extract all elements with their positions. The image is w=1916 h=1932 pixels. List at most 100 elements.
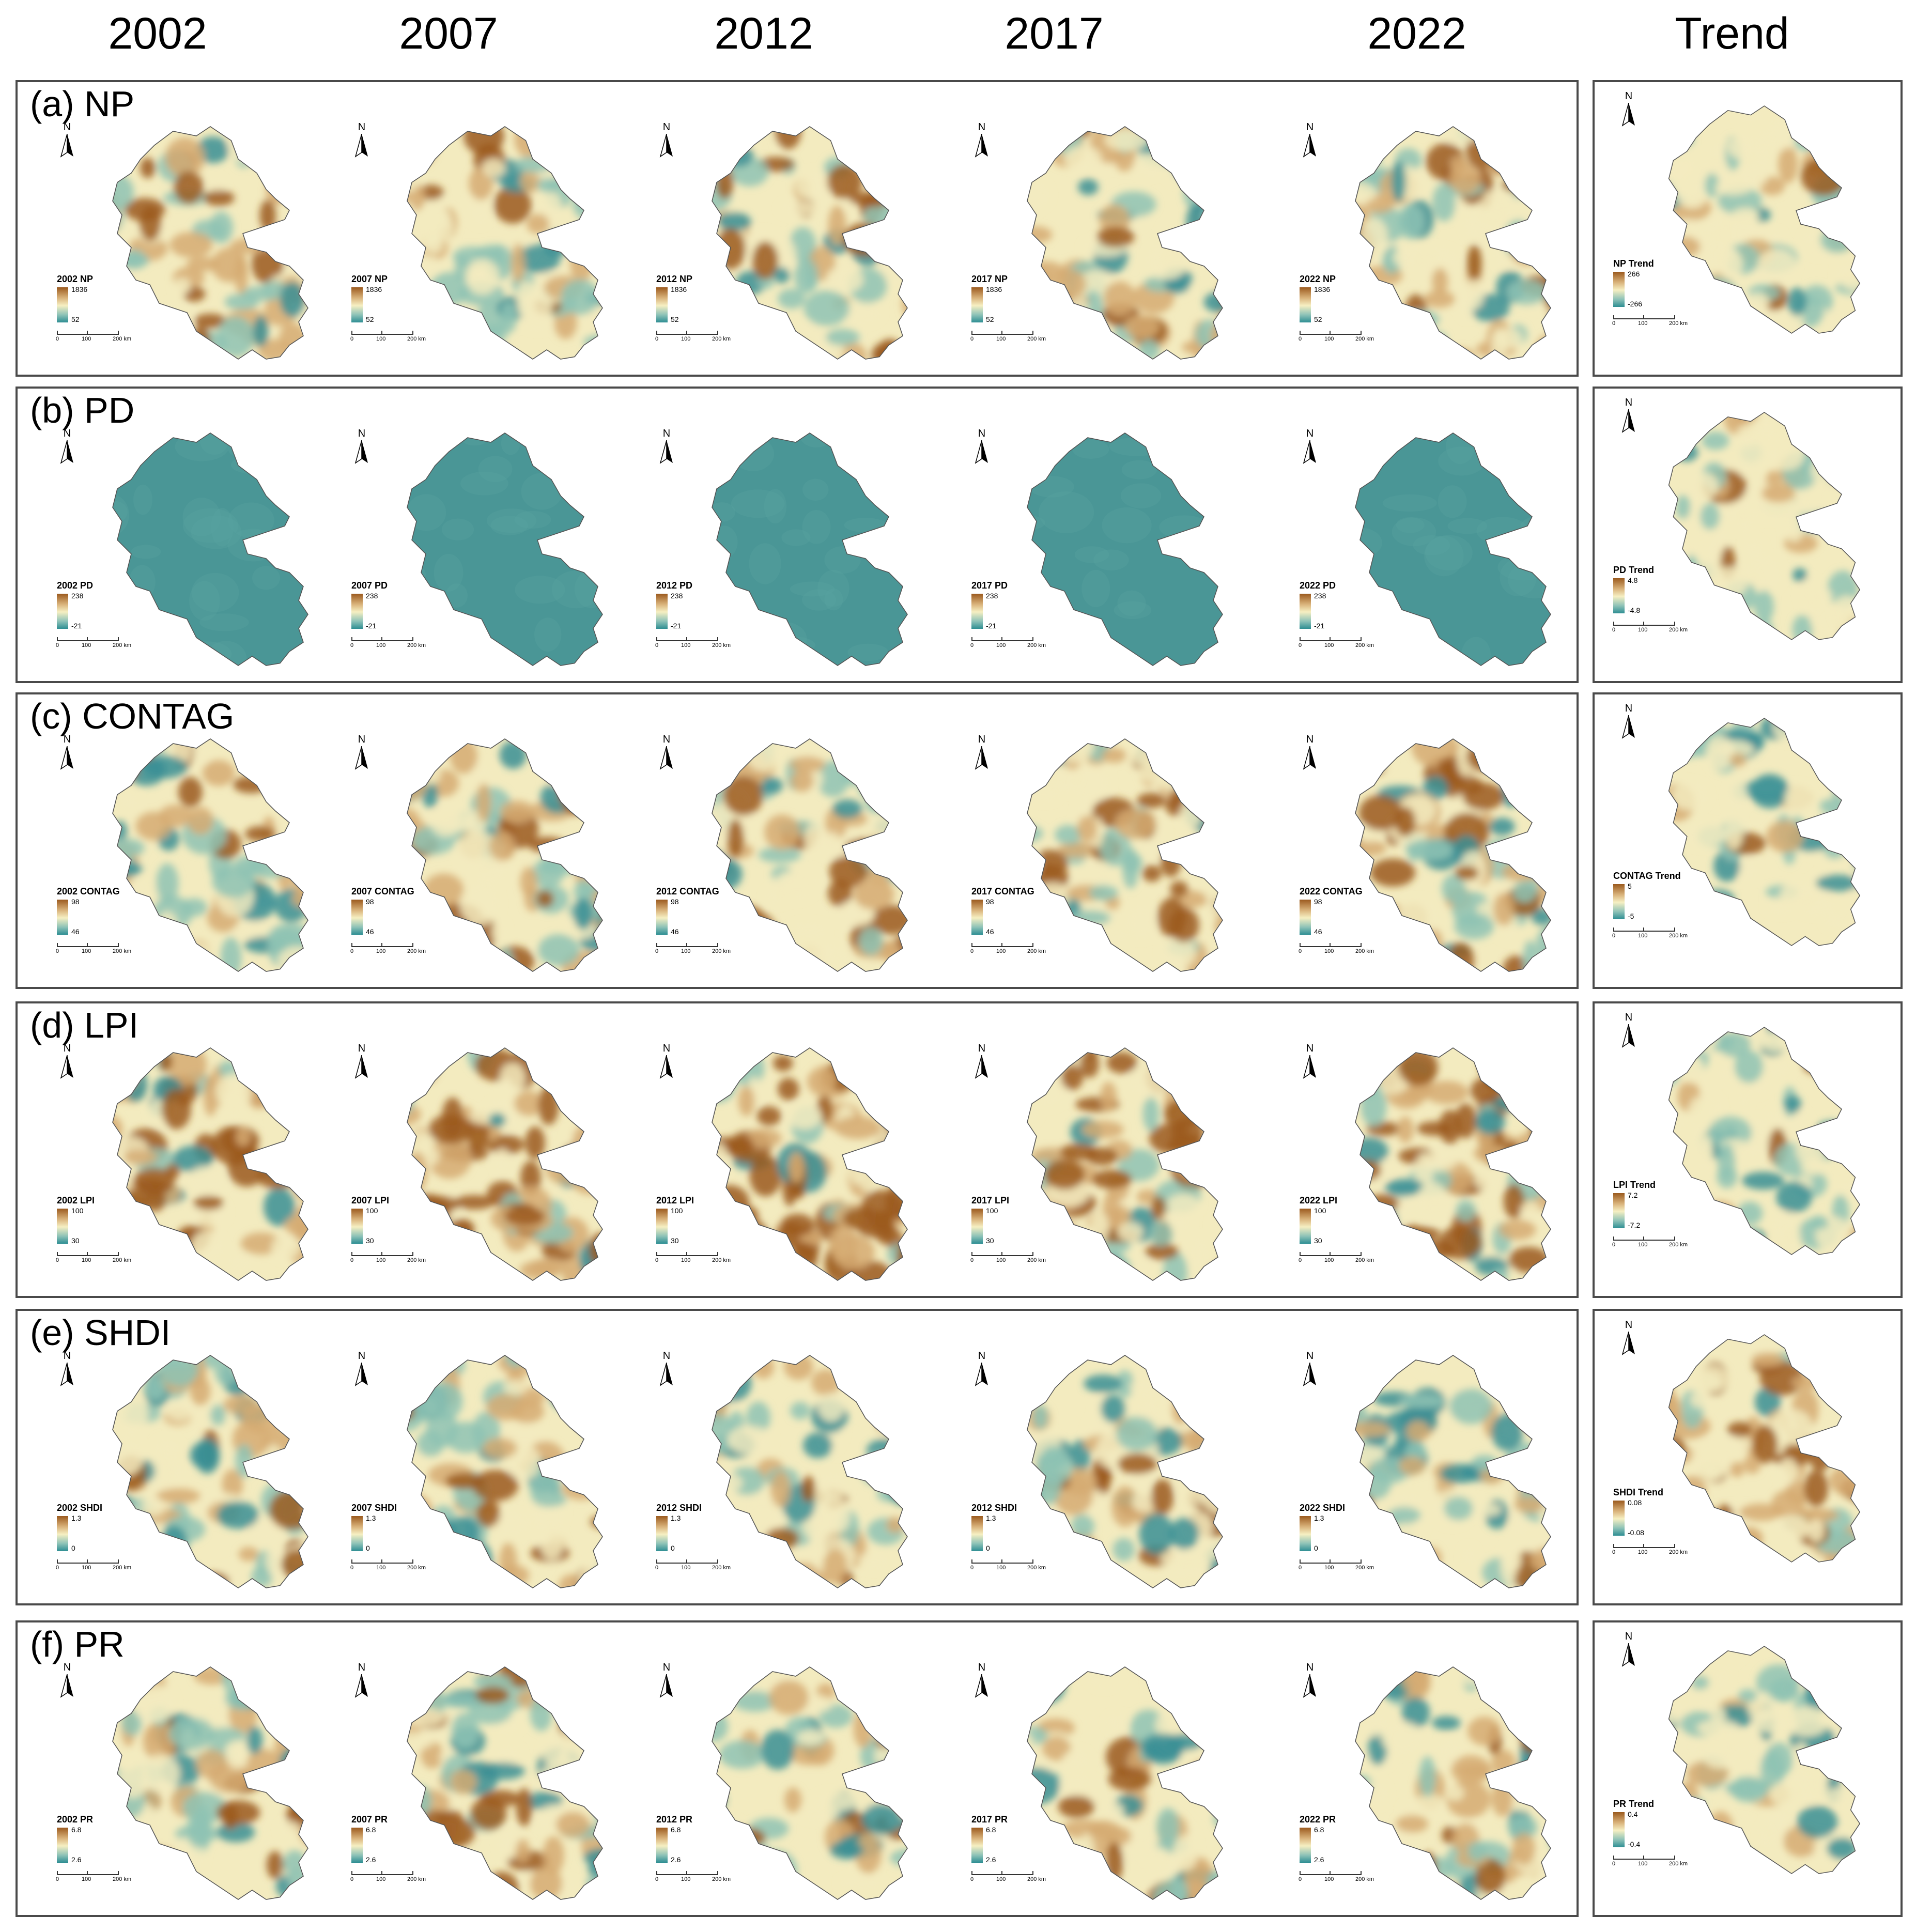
legend-max-value: 1.3	[986, 1514, 996, 1522]
scale-label: 200 km	[407, 642, 426, 648]
scale-label: 200 km	[1355, 1565, 1374, 1571]
scale-label: 0	[350, 1257, 354, 1263]
legend-color-bar	[656, 594, 668, 629]
region-map	[1355, 1355, 1551, 1588]
scale-label: 200 km	[113, 642, 132, 648]
north-label: N	[63, 1350, 71, 1362]
scale-label: 200 km	[113, 1876, 132, 1882]
scale-label: 0	[655, 336, 659, 342]
north-label: N	[1625, 1012, 1633, 1023]
region-map	[112, 1355, 308, 1588]
legend-color-bar	[1300, 900, 1311, 935]
north-label: N	[1306, 121, 1314, 133]
scale-label: 100	[1324, 1257, 1334, 1263]
legend-min-value: 2.6	[671, 1856, 681, 1864]
scale-label: 100	[1324, 1565, 1334, 1571]
legend-title: 2007 NP	[351, 274, 388, 284]
legend-min-value: 46	[986, 928, 994, 936]
region-map	[1355, 1047, 1551, 1281]
region-map	[1668, 1334, 1861, 1563]
region-map	[112, 738, 308, 972]
region-map	[1355, 126, 1551, 360]
legend-color-bar	[1613, 1501, 1625, 1536]
region-map	[407, 1355, 603, 1588]
scale-label: 100	[1324, 642, 1334, 648]
legend-title: 2022 PR	[1300, 1814, 1336, 1825]
legend-max-value: 100	[71, 1207, 84, 1215]
scale-label: 200 km	[1027, 336, 1046, 342]
legend-min-value: 0	[1314, 1544, 1318, 1552]
legend-min-value: -0.08	[1628, 1528, 1644, 1537]
scale-label: 0	[1612, 1242, 1616, 1248]
legend-color-bar	[351, 287, 363, 322]
north-label: N	[63, 121, 71, 133]
legend-color-bar	[656, 1516, 668, 1551]
scale-bar: 0 100 200 km	[655, 331, 731, 342]
legend-color-bar	[656, 287, 668, 322]
scale-label: 200 km	[1027, 642, 1046, 648]
scale-label: 200 km	[712, 1257, 731, 1263]
scale-bar: 0 100 200 km	[350, 1559, 426, 1571]
legend-title: 2007 PD	[351, 580, 388, 591]
scale-bar: 0 100 200 km	[655, 1871, 731, 1882]
legend-min-value: 30	[366, 1237, 374, 1245]
legend-max-value: 238	[366, 592, 378, 600]
scale-bar: 0 100 200 km	[56, 331, 131, 342]
legend-max-value: 98	[366, 898, 374, 906]
scale-label: 0	[970, 1257, 974, 1263]
legend-max-value: 0.4	[1628, 1810, 1638, 1818]
north-label: N	[358, 428, 366, 439]
region-map	[112, 1047, 308, 1281]
scale-label: 200 km	[407, 1876, 426, 1882]
legend-color-bar	[57, 1828, 68, 1863]
region-map	[1355, 432, 1551, 666]
legend-title: LPI Trend	[1613, 1180, 1656, 1190]
region-map	[1668, 1646, 1861, 1874]
region-map	[112, 126, 308, 360]
scale-bar: 0 100 200 km	[1612, 622, 1688, 633]
scale-label: 100	[82, 1876, 91, 1882]
legend-title: 2002 CONTAG	[57, 886, 120, 897]
legend-title: 2002 SHDI	[57, 1503, 103, 1513]
legend-color-bar	[1613, 272, 1625, 307]
north-label: N	[978, 121, 986, 133]
scale-label: 0	[970, 948, 974, 954]
scale-bar: 0 100 200 km	[350, 1252, 426, 1263]
scale-label: 200 km	[712, 1565, 731, 1571]
scale-label: 100	[376, 1257, 386, 1263]
scale-label: 100	[996, 642, 1006, 648]
scale-label: 200 km	[1027, 1565, 1046, 1571]
region-map	[1668, 1027, 1861, 1255]
legend-min-value: -21	[986, 622, 997, 630]
scale-label: 200 km	[712, 948, 731, 954]
scale-bar: 0 100 200 km	[56, 943, 131, 954]
region-map	[1668, 105, 1861, 334]
scale-label: 200 km	[1027, 1257, 1046, 1263]
scale-label: 200 km	[1669, 627, 1688, 633]
scale-label: 0	[970, 336, 974, 342]
scale-label: 100	[376, 1876, 386, 1882]
region-map	[407, 1666, 603, 1900]
legend-max-value: 4.8	[1628, 576, 1638, 584]
scale-label: 0	[970, 1565, 974, 1571]
legend-title: 2022 NP	[1300, 274, 1336, 284]
legend-min-value: 2.6	[986, 1856, 996, 1864]
legend-max-value: 7.2	[1628, 1191, 1638, 1199]
north-label: N	[662, 1662, 671, 1673]
legend-title: 2012 PD	[656, 580, 693, 591]
column-header-2002: 2002	[108, 9, 207, 58]
scale-label: 100	[1638, 1861, 1648, 1867]
legend-color-bar	[57, 1209, 68, 1244]
scale-bar: 0 100 200 km	[56, 637, 131, 648]
scale-bar: 0 100 200 km	[655, 637, 731, 648]
legend-max-value: 0.08	[1628, 1498, 1642, 1507]
legend-title: SHDI Trend	[1613, 1487, 1664, 1497]
north-label: N	[662, 121, 671, 133]
column-header-2012: 2012	[714, 9, 813, 58]
scale-label: 100	[1324, 1876, 1334, 1882]
scale-label: 0	[350, 1565, 354, 1571]
legend-max-value: 100	[1314, 1207, 1326, 1215]
legend-min-value: 30	[71, 1237, 80, 1245]
legend-color-bar	[971, 594, 983, 629]
scale-label: 0	[56, 336, 59, 342]
